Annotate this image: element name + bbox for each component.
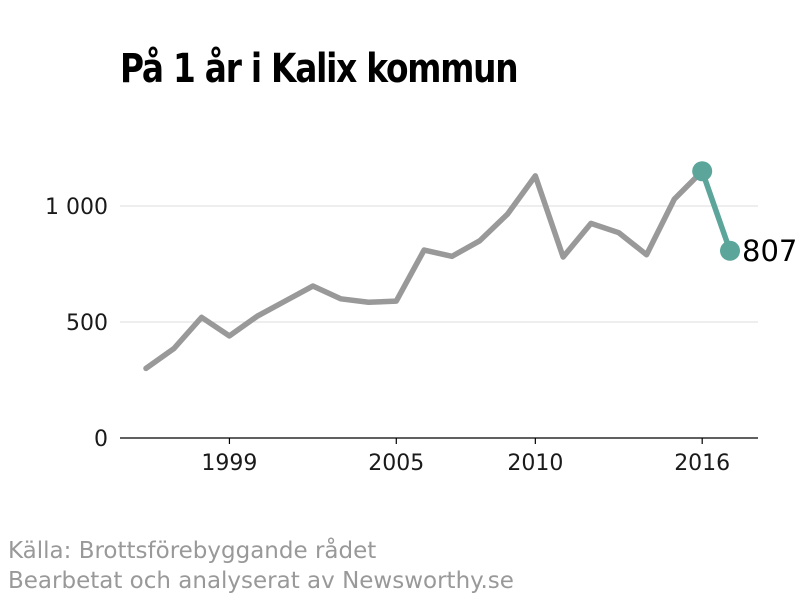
y-tick-label: 1 000: [45, 195, 108, 220]
y-axis-ticks: 0 500 1 000: [45, 195, 108, 452]
source-line-2: Bearbetat och analyserat av Newsworthy.s…: [8, 568, 514, 594]
grid-lines: [120, 205, 758, 323]
series-line: [143, 168, 705, 372]
y-tick-label: 0: [94, 427, 108, 452]
point-prev-year: [692, 161, 713, 182]
x-tick-label: 2010: [507, 451, 563, 476]
x-tick-label: 2005: [368, 451, 424, 476]
last-value-label: 807: [742, 234, 797, 268]
series: [143, 168, 733, 372]
highlight-marks: 807: [692, 161, 797, 268]
point-last-year: [720, 240, 740, 261]
x-tick-label: 1999: [201, 451, 257, 476]
chart-title: På 1 år i Kalix kommun: [120, 46, 519, 92]
source-line-1: Källa: Brottsförebyggande rådet: [8, 538, 377, 564]
source-note: Källa: Brottsförebyggande rådet Bearbeta…: [8, 536, 514, 596]
highlight-segment: [699, 168, 733, 254]
y-tick-label: 500: [66, 311, 108, 336]
x-axis-ticks: 1999 2005 2010 2016: [201, 438, 730, 476]
x-tick-label: 2016: [674, 451, 730, 476]
